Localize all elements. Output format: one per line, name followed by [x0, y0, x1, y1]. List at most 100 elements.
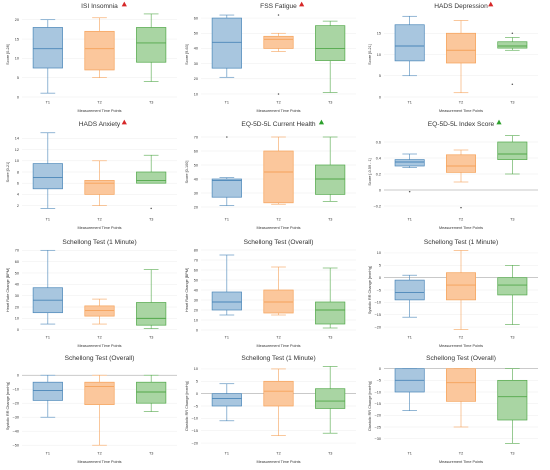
x-tick-label: T3 — [510, 336, 514, 340]
panel-isi-insomnia: 0 5 10 15 20 ISI Insomnia Score [0-28] Measurem… — [6, 1, 177, 113]
box-t2 — [84, 298, 115, 325]
box-t3 — [136, 269, 167, 329]
y-tick-label: 10 — [15, 159, 19, 163]
x-tick-label: T1 — [225, 218, 229, 222]
outlier-point — [408, 190, 411, 193]
x-tick-label: T2 — [97, 336, 101, 340]
y-tick-label: 70 — [194, 135, 198, 139]
y-tick-label: −30 — [375, 437, 381, 441]
panel-title: Schellong Test (1 Minute) — [62, 239, 136, 246]
iqr-box — [315, 25, 346, 61]
box-t2 — [446, 250, 476, 330]
outlier-point — [226, 136, 228, 138]
y-tick-label: 20 — [194, 205, 198, 209]
outlier-point — [277, 14, 280, 16]
box-t2 — [263, 14, 294, 95]
panel-title: EQ-5D-5L Current Health — [241, 121, 315, 128]
box-t3 — [497, 32, 528, 85]
box-t1 — [32, 374, 63, 418]
panel-schellong-test-1-minute: 0 10 20 30 40 50 60 70 Schellong Test (1 Minute)… — [6, 239, 177, 348]
y-tick-label: 30 — [15, 294, 19, 298]
y-tick-label: 10 — [377, 251, 381, 255]
y-tick-label: −15 — [375, 402, 381, 406]
y-tick-label: 0 — [196, 328, 198, 332]
warning-triangle-icon — [121, 119, 127, 125]
success-triangle-icon — [496, 119, 502, 125]
y-tick-label: 12 — [15, 148, 19, 152]
y-tick-label: 20 — [15, 305, 19, 309]
y-axis-label: Score [0-21] — [368, 44, 372, 65]
y-tick-label: 60 — [194, 16, 198, 20]
y-tick-label: −5 — [377, 379, 381, 383]
panel-title: HADS Depression — [434, 3, 488, 10]
iqr-box — [136, 27, 167, 63]
box-t2 — [263, 368, 294, 436]
y-tick-label: 0 — [17, 374, 19, 378]
y-tick-label: 70 — [15, 249, 19, 253]
iqr-box — [497, 41, 528, 49]
y-tick-label: −15 — [192, 429, 198, 433]
y-tick-label: 10 — [194, 318, 198, 322]
box-t2 — [263, 136, 294, 205]
y-tick-label: −10 — [375, 390, 381, 394]
box-t2 — [446, 368, 476, 428]
y-tick-label: −0.2 — [374, 204, 382, 208]
y-axis-label: Score [-0.59 - 1] — [368, 158, 372, 185]
x-tick-label: T2 — [459, 101, 463, 105]
y-tick-label: 0 — [17, 328, 19, 332]
x-tick-label: T2 — [459, 452, 463, 456]
y-tick-label: −5 — [194, 404, 198, 408]
y-tick-label: 4 — [17, 193, 19, 197]
panel-hads-anxiety: 2 4 6 8 10 12 14 HADS Anxiety Score [0-21] Measur… — [6, 119, 177, 230]
y-tick-label: 50 — [194, 278, 198, 282]
x-axis-label: Measurement Time Points — [439, 226, 483, 230]
box-t1 — [211, 14, 242, 78]
x-tick-label: T3 — [510, 101, 514, 105]
y-tick-label: 0 — [379, 95, 381, 99]
x-tick-label: T1 — [225, 452, 229, 456]
panel-fss-fatigue: 10 20 30 40 50 60 FSS Fatigue Score [9-63] Measu… — [185, 1, 356, 113]
x-tick-label: T2 — [97, 452, 101, 456]
y-tick-label: 50 — [15, 271, 19, 275]
y-axis-label: Score [0-21] — [6, 162, 10, 183]
iqr-box — [84, 180, 115, 195]
y-tick-label: 40 — [194, 288, 198, 292]
y-tick-label: 30 — [194, 62, 198, 66]
y-axis-label: Heart Rate Change [BPM] — [185, 268, 189, 312]
y-tick-label: −20 — [13, 402, 19, 406]
x-axis-label: Measurement Time Points — [77, 344, 121, 348]
x-tick-label: T2 — [97, 218, 101, 222]
iqr-box — [315, 164, 346, 195]
y-axis-label: Heart Rate Change [BPM] — [6, 268, 10, 312]
y-tick-label: −20 — [192, 441, 198, 445]
iqr-box — [446, 154, 476, 173]
y-tick-label: 60 — [194, 149, 198, 153]
outlier-point — [511, 32, 514, 34]
x-tick-label: T3 — [149, 101, 153, 105]
panel-schellong-test-1-minute: −20 −15 −10 −5 0 5 10 Schellong Test (1 Minute)… — [185, 355, 356, 464]
y-tick-label: 10 — [194, 92, 198, 96]
y-axis-label: Score [0-28] — [6, 44, 10, 65]
y-tick-label: 2 — [17, 204, 19, 208]
box-t3 — [315, 366, 346, 434]
box-t1 — [32, 249, 63, 325]
y-tick-label: 0 — [379, 188, 381, 192]
y-tick-label: −10 — [192, 417, 198, 421]
iqr-box — [136, 171, 167, 184]
y-tick-label: −10 — [13, 388, 19, 392]
iqr-box — [136, 302, 167, 326]
iqr-box — [84, 30, 115, 71]
box-t1 — [394, 153, 425, 193]
x-tick-label: T1 — [46, 452, 50, 456]
iqr-box — [84, 305, 115, 317]
box-t2 — [84, 374, 115, 446]
iqr-box — [315, 301, 346, 325]
iqr-box — [446, 32, 476, 64]
x-axis-label: Measurement Time Points — [256, 460, 300, 464]
iqr-box — [211, 17, 242, 69]
warning-triangle-icon — [121, 1, 127, 7]
y-tick-label: 5 — [196, 380, 198, 384]
y-tick-label: 5 — [17, 76, 19, 80]
box-t1 — [211, 136, 242, 206]
outlier-point — [460, 206, 462, 209]
